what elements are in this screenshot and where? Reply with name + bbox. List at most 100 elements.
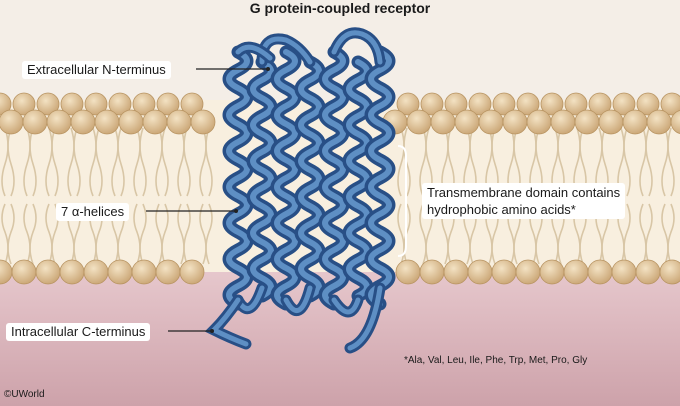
lipid-tail xyxy=(67,127,75,197)
lipid-tail xyxy=(205,203,213,265)
phospholipid-head xyxy=(526,109,552,135)
alpha-helix-highlight xyxy=(322,49,346,307)
helix-loop-highlight xyxy=(347,285,383,351)
phospholipid-head xyxy=(0,109,24,135)
lipid-tail xyxy=(23,203,31,265)
lipid-tail xyxy=(639,127,647,197)
lipid-tail xyxy=(23,127,31,197)
lipid-tail xyxy=(639,203,647,265)
phospholipid-head xyxy=(636,92,660,116)
alpha-helix-highlight xyxy=(368,49,392,307)
lipid-tails xyxy=(1,127,675,265)
lipid-tail xyxy=(133,203,141,265)
transmembrane-label: Transmembrane domain contains hydrophobi… xyxy=(422,183,626,219)
phospholipid-head xyxy=(70,109,96,135)
phospholipid-head xyxy=(516,92,540,116)
lipid-tail xyxy=(623,203,631,265)
lipid-tail xyxy=(155,203,163,265)
phospholipid-head xyxy=(574,109,600,135)
lipid-tail xyxy=(1,203,9,265)
lipid-tail xyxy=(155,127,163,197)
n-terminus-label: Extracellular N-terminus xyxy=(22,61,171,79)
lipid-tail xyxy=(139,203,147,265)
alpha-helix-highlight xyxy=(346,59,370,299)
lipid-tail xyxy=(29,203,37,265)
amino-acid-footnote: *Ala, Val, Leu, Ile, Phe, Trp, Met, Pro,… xyxy=(404,355,588,366)
lipid-tail xyxy=(645,203,653,265)
helices-label: 7 α-helices xyxy=(56,203,130,221)
receptor-protein xyxy=(204,27,396,354)
phospholipid-head xyxy=(430,109,456,135)
phospholipid-head xyxy=(622,109,648,135)
copyright-notice: ©UWorld xyxy=(4,389,45,400)
phospholipid-head xyxy=(563,259,589,285)
lipid-tail xyxy=(111,127,119,197)
phospholipid-head xyxy=(660,92,680,116)
alpha-helix-highlight xyxy=(250,59,274,299)
lipid-tail xyxy=(199,203,207,265)
phospholipid-head xyxy=(587,259,613,285)
helix-loop-highlight xyxy=(235,44,273,61)
phospholipid-head xyxy=(478,109,504,135)
helices-dot xyxy=(234,209,238,213)
phospholipid-head xyxy=(598,109,624,135)
lipid-tail xyxy=(139,127,147,197)
lipid-tail xyxy=(177,127,185,197)
helix-loop-highlight xyxy=(209,297,249,347)
phospholipid-head xyxy=(118,109,144,135)
lipid-tail xyxy=(205,127,213,197)
phospholipid-head xyxy=(420,92,444,116)
phospholipid-head xyxy=(468,92,492,116)
phospholipid-head xyxy=(190,109,216,135)
phospholipid-head xyxy=(59,259,85,285)
lipid-tail xyxy=(623,127,631,197)
phospholipid-heads xyxy=(0,92,680,285)
lipid-tail xyxy=(51,127,59,197)
phospholipid-head xyxy=(419,259,445,285)
phospholipid-head xyxy=(83,259,109,285)
phospholipid-head xyxy=(396,92,420,116)
phospholipid-head xyxy=(180,92,204,116)
phospholipid-head xyxy=(155,259,181,285)
phospholipid-head xyxy=(11,259,37,285)
lipid-tail xyxy=(667,127,675,197)
phospholipid-head xyxy=(467,259,493,285)
phospholipid-head xyxy=(443,259,469,285)
lipid-tail xyxy=(661,203,669,265)
lipid-tail xyxy=(177,203,185,265)
phospholipid-head xyxy=(670,109,680,135)
phospholipid-head xyxy=(454,109,480,135)
lipid-tail xyxy=(133,127,141,197)
lipid-tail xyxy=(45,203,53,265)
phospholipid-head xyxy=(491,259,517,285)
lipid-tail xyxy=(1,127,9,197)
phospholipid-head xyxy=(179,259,205,285)
lipid-tail xyxy=(117,127,125,197)
transmembrane-bracket xyxy=(397,145,407,257)
lipid-tail xyxy=(7,203,15,265)
lipid-tail xyxy=(199,127,207,197)
phospholipid-head xyxy=(564,92,588,116)
lipid-tail xyxy=(661,127,669,197)
alpha-helix-highlight xyxy=(274,49,298,307)
phospholipid-head xyxy=(659,259,680,285)
c-terminus-dot xyxy=(210,329,214,333)
phospholipid-head xyxy=(515,259,541,285)
helix-loop-highlight xyxy=(283,285,313,313)
phospholipid-head xyxy=(156,92,180,116)
phospholipid-head xyxy=(22,109,48,135)
phospholipid-head xyxy=(60,92,84,116)
phospholipid-head xyxy=(132,92,156,116)
phospholipid-head xyxy=(0,92,12,116)
phospholipid-head xyxy=(12,92,36,116)
phospholipid-head xyxy=(107,259,133,285)
lipid-tail xyxy=(183,203,191,265)
lipid-tail xyxy=(183,127,191,197)
phospholipid-head xyxy=(131,259,157,285)
phospholipid-head xyxy=(142,109,168,135)
phospholipid-head xyxy=(444,92,468,116)
alpha-helix-highlight xyxy=(298,59,322,299)
phospholipid-head xyxy=(46,109,72,135)
lipid-tail xyxy=(161,203,169,265)
